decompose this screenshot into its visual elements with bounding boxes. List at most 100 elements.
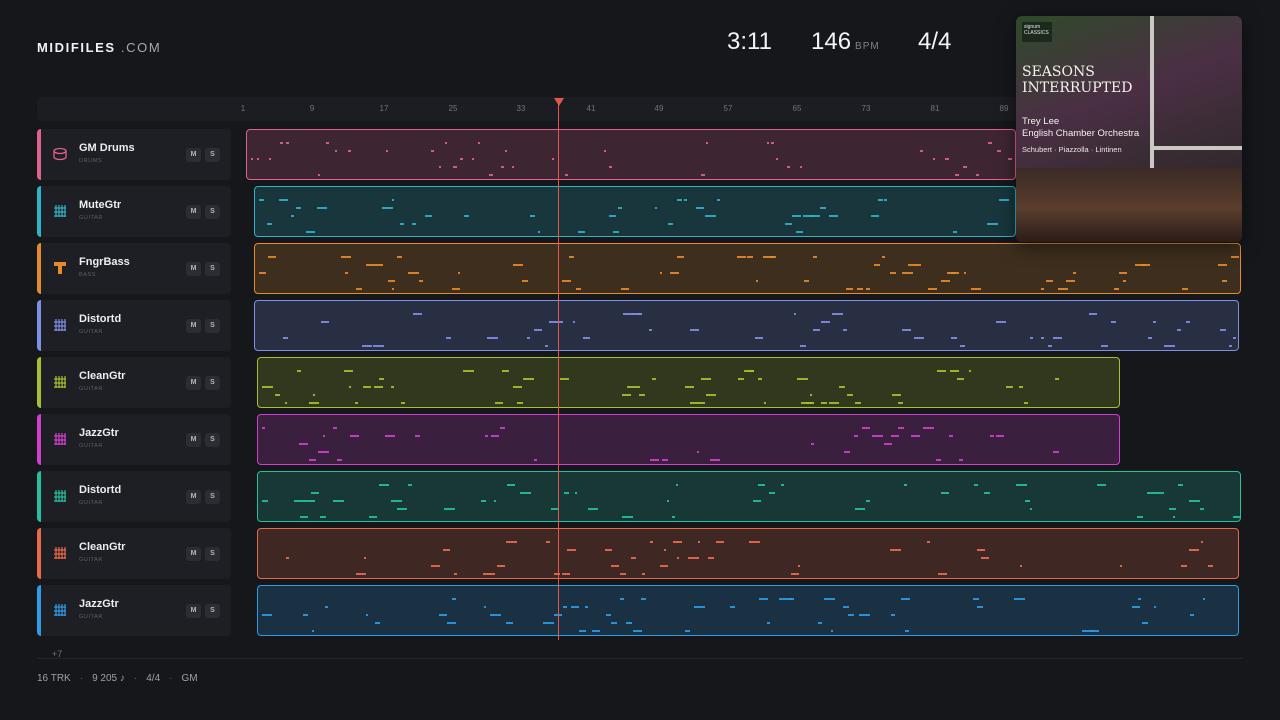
ruler-bar-number: 25 — [448, 104, 458, 113]
cover-frame-line — [1150, 16, 1154, 168]
track-category: GUITAR — [79, 614, 103, 620]
solo-button[interactable]: S — [205, 433, 220, 447]
track-category: GUITAR — [79, 443, 103, 449]
ruler-bar-number: 57 — [723, 104, 733, 113]
ruler-bar-number: 1 — [240, 104, 246, 113]
track-category: GUITAR — [79, 500, 103, 506]
track-name: MuteGtr — [79, 199, 122, 211]
brand-domain: .COM — [120, 40, 162, 55]
solo-button[interactable]: S — [205, 148, 220, 162]
track-name: JazzGtr — [79, 598, 119, 610]
midi-clip[interactable] — [257, 528, 1239, 579]
track-header[interactable]: JazzGtr GUITAR M S — [37, 414, 231, 465]
track-name: Distortd — [79, 484, 122, 496]
record-label-logo: signum CLASSICS — [1022, 22, 1052, 42]
guitar-grid-icon — [53, 204, 67, 218]
drum-icon — [53, 147, 67, 161]
track-color-bar — [37, 129, 41, 180]
guitar-grid-icon — [53, 489, 67, 503]
track-color-bar — [37, 186, 41, 237]
track-header[interactable]: FngrBass BASS M S — [37, 243, 231, 294]
ruler-bar-number: 89 — [999, 104, 1009, 113]
mute-button[interactable]: M — [186, 604, 201, 618]
footer-stats: 16 TRK · 9 205 ♪ · 4/4 · GM — [37, 673, 198, 684]
track-name: JazzGtr — [79, 427, 119, 439]
note-pattern — [262, 484, 1240, 518]
solo-button[interactable]: S — [205, 205, 220, 219]
brand-name: MIDIFILES — [37, 40, 116, 55]
track-color-bar — [37, 300, 41, 351]
track-header[interactable]: GM Drums DRUMS M S — [37, 129, 231, 180]
note-pattern — [262, 598, 1205, 632]
time-signature: 4/4 — [918, 28, 952, 55]
midi-clip[interactable] — [254, 243, 1241, 294]
track-header[interactable]: Distortd GUITAR M S — [37, 471, 231, 522]
track-name: GM Drums — [79, 142, 135, 154]
midi-clip[interactable] — [257, 471, 1241, 522]
ruler-bar-number: 33 — [516, 104, 526, 113]
ruler-bar-number: 41 — [586, 104, 596, 113]
mute-button[interactable]: M — [186, 319, 201, 333]
track-header[interactable]: JazzGtr GUITAR M S — [37, 585, 231, 636]
ruler-bar-number: 73 — [861, 104, 871, 113]
track-category: GUITAR — [79, 557, 103, 563]
tempo-unit: BPM — [855, 41, 880, 52]
solo-button[interactable]: S — [205, 376, 220, 390]
orchestra-photo — [1016, 168, 1242, 242]
guitar-grid-icon — [53, 546, 67, 560]
midi-clip[interactable] — [246, 129, 1016, 180]
ruler-bar-number: 9 — [309, 104, 315, 113]
guitar-grid-icon — [53, 375, 67, 389]
note-pattern — [251, 142, 1012, 176]
midi-clip[interactable] — [254, 300, 1239, 351]
track-color-bar — [37, 471, 41, 522]
midi-clip[interactable] — [257, 357, 1120, 408]
playback-time: 3:11 — [727, 28, 772, 55]
track-header[interactable]: Distortd GUITAR M S — [37, 300, 231, 351]
playhead-handle[interactable] — [554, 98, 564, 106]
mute-button[interactable]: M — [186, 376, 201, 390]
note-count: 9 205 ♪ — [92, 673, 125, 684]
playhead[interactable] — [558, 100, 559, 640]
track-category: BASS — [79, 272, 97, 278]
solo-button[interactable]: S — [205, 547, 220, 561]
track-name: FngrBass — [79, 256, 130, 268]
mute-button[interactable]: M — [186, 205, 201, 219]
mute-button[interactable]: M — [186, 547, 201, 561]
track-color-bar — [37, 243, 41, 294]
track-header[interactable]: CleanGtr GUITAR M S — [37, 357, 231, 408]
track-header[interactable]: MuteGtr GUITAR M S — [37, 186, 231, 237]
album-composers: Schubert · Piazzolla · Lintinen — [1022, 145, 1122, 154]
note-pattern — [259, 256, 1239, 290]
tempo-display: 146 BPM — [811, 28, 880, 55]
ruler-bar-number: 49 — [654, 104, 664, 113]
more-tracks-indicator[interactable]: +7 — [52, 649, 63, 659]
album-artists: Trey Lee English Chamber Orchestra — [1022, 116, 1140, 139]
track-name: CleanGtr — [79, 541, 126, 553]
midi-clip[interactable] — [257, 414, 1120, 465]
track-category: DRUMS — [79, 158, 103, 164]
footer-divider — [37, 658, 1243, 659]
note-pattern — [259, 199, 1009, 233]
mute-button[interactable]: M — [186, 433, 201, 447]
solo-button[interactable]: S — [205, 319, 220, 333]
note-pattern — [262, 370, 1059, 404]
solo-button[interactable]: S — [205, 262, 220, 276]
bass-icon — [53, 261, 67, 275]
midi-clip[interactable] — [254, 186, 1016, 237]
album-cover: signum CLASSICS SEASONS INTERRUPTED Trey… — [1016, 16, 1242, 242]
solo-button[interactable]: S — [205, 604, 220, 618]
mute-button[interactable]: M — [186, 148, 201, 162]
track-header[interactable]: CleanGtr GUITAR M S — [37, 528, 231, 579]
solo-button[interactable]: S — [205, 490, 220, 504]
cover-frame-line — [1150, 146, 1242, 150]
track-name: CleanGtr — [79, 370, 126, 382]
track-category: GUITAR — [79, 215, 103, 221]
track-category: GUITAR — [79, 386, 103, 392]
track-color-bar — [37, 357, 41, 408]
mute-button[interactable]: M — [186, 262, 201, 276]
note-pattern — [283, 313, 1236, 347]
mute-button[interactable]: M — [186, 490, 201, 504]
track-name: Distortd — [79, 313, 122, 325]
midi-clip[interactable] — [257, 585, 1239, 636]
